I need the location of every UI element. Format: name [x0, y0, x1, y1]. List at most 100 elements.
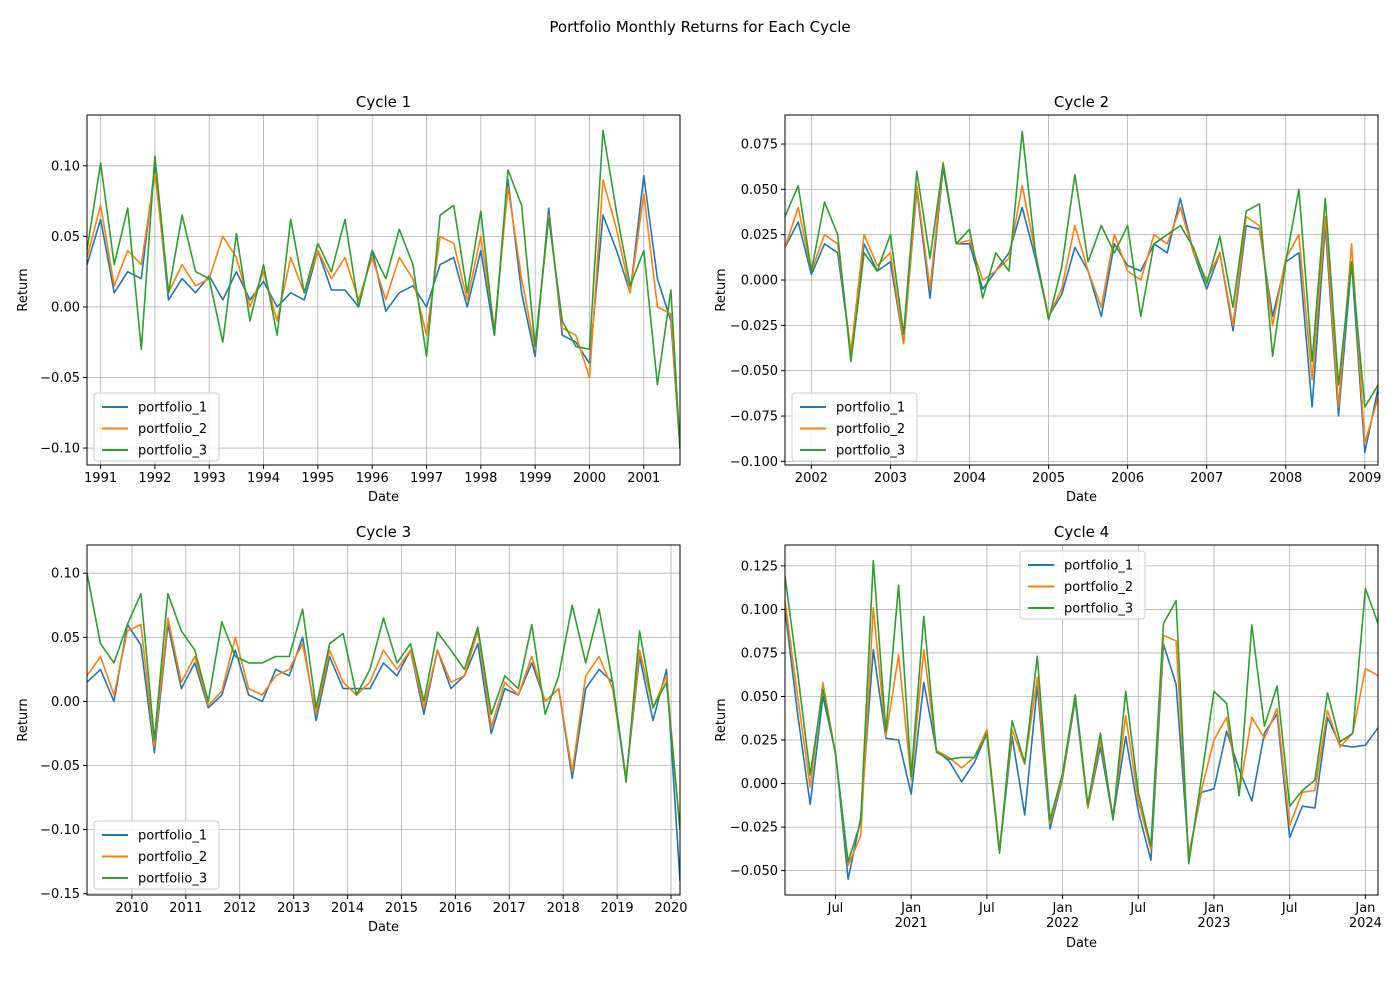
- x-tick-label: Jul: [1129, 901, 1146, 916]
- x-tick-label: 2024: [1349, 916, 1382, 931]
- legend-frame: [93, 392, 220, 462]
- x-tick-label: 2010: [115, 901, 148, 916]
- x-tick-label: 2006: [1111, 471, 1144, 486]
- y-tick-label: −0.100: [730, 455, 778, 470]
- series-line-portfolio_1: [87, 165, 680, 449]
- x-axis-label: Date: [368, 920, 399, 935]
- y-axis-label: Return: [16, 268, 31, 311]
- legend-label-portfolio_2: portfolio_2: [138, 850, 207, 865]
- axes-frame: [784, 114, 1379, 466]
- series-line-portfolio_2: [87, 172, 680, 449]
- x-tick-label: Jan: [900, 901, 921, 916]
- series-line-portfolio_2: [87, 617, 680, 830]
- y-tick-label: 0.000: [741, 777, 778, 792]
- x-tick-label: 1997: [410, 471, 443, 486]
- x-tick-label: 1991: [84, 471, 117, 486]
- x-tick-label: 1996: [356, 471, 389, 486]
- y-tick-label: −0.15: [40, 887, 80, 902]
- legend-label-portfolio_1: portfolio_1: [836, 401, 905, 416]
- legend-label-portfolio_1: portfolio_1: [138, 829, 207, 844]
- x-axis-label: Date: [1066, 936, 1097, 951]
- x-tick-label: 2002: [795, 471, 828, 486]
- x-tick-label: 2023: [1197, 916, 1230, 931]
- y-tick-label: 0.00: [51, 695, 80, 710]
- legend-frame: [1019, 550, 1146, 620]
- x-tick-label: 2020: [654, 901, 687, 916]
- x-tick-label: 2013: [277, 901, 310, 916]
- series-line-portfolio_3: [87, 129, 680, 449]
- legend: portfolio_1 portfolio_2 portfolio_3: [1019, 550, 1146, 620]
- legend-frame: [93, 820, 220, 890]
- y-tick-label: −0.075: [730, 410, 778, 425]
- legend-label-portfolio_2: portfolio_2: [1064, 580, 1133, 595]
- y-tick-label: 0.075: [741, 138, 778, 153]
- x-tick-label: Jan: [1203, 901, 1224, 916]
- axes-frame: [784, 544, 1379, 896]
- chart-panel-2: 2002 2003 2004 2005 2006 2007 2008 2009 −0.100 −0…: [714, 93, 1381, 505]
- x-tick-label: 2008: [1269, 471, 1302, 486]
- x-tick-label: 2011: [169, 901, 202, 916]
- legend-label-portfolio_3: portfolio_3: [836, 444, 905, 459]
- axes-frame: [86, 114, 681, 466]
- x-axis-label: Date: [1066, 490, 1097, 505]
- x-tick-label: 2003: [874, 471, 907, 486]
- y-tick-label: −0.025: [730, 319, 778, 334]
- legend-label-portfolio_3: portfolio_3: [138, 872, 207, 887]
- y-tick-label: 0.05: [51, 631, 80, 646]
- legend-label-portfolio_2: portfolio_2: [836, 422, 905, 437]
- x-tick-label: 1999: [519, 471, 552, 486]
- x-tick-label: 2019: [601, 901, 634, 916]
- x-tick-label: 2007: [1190, 471, 1223, 486]
- x-axis-label: Date: [368, 490, 399, 505]
- y-tick-label: 0.05: [51, 230, 80, 245]
- chart-title: Cycle 3: [356, 523, 411, 541]
- y-tick-label: 0.00: [51, 300, 80, 315]
- chart-title: Cycle 4: [1054, 523, 1109, 541]
- series-line-portfolio_3: [87, 573, 680, 830]
- x-tick-label: 1993: [193, 471, 226, 486]
- chart-title: Cycle 2: [1054, 93, 1109, 111]
- y-tick-label: 0.10: [51, 159, 80, 174]
- legend: portfolio_1 portfolio_2 portfolio_3: [791, 392, 918, 462]
- figure-title: Portfolio Monthly Returns for Each Cycle: [549, 18, 850, 36]
- y-tick-label: 0.050: [741, 690, 778, 705]
- y-axis-label: Return: [714, 698, 729, 741]
- y-tick-label: −0.050: [730, 864, 778, 879]
- x-tick-label: 1992: [138, 471, 171, 486]
- y-tick-label: −0.050: [730, 364, 778, 379]
- chart-panel-1: 1991 1992 1993 1994 1995 1996 1997 1998 1999 2000…: [16, 93, 681, 505]
- x-tick-label: Jul: [1281, 901, 1298, 916]
- series-line-portfolio_1: [87, 623, 680, 881]
- y-axis-label: Return: [714, 268, 729, 311]
- series-line-portfolio_3: [785, 559, 1378, 865]
- x-tick-label: 2016: [439, 901, 472, 916]
- legend-label-portfolio_2: portfolio_2: [138, 422, 207, 437]
- y-tick-label: −0.10: [40, 823, 80, 838]
- legend-label-portfolio_3: portfolio_3: [138, 444, 207, 459]
- x-tick-label: 1995: [301, 471, 334, 486]
- series-line-portfolio_2: [785, 161, 1378, 445]
- y-tick-label: 0.000: [741, 274, 778, 289]
- chart-title: Cycle 1: [356, 93, 411, 111]
- y-tick-label: 0.050: [741, 183, 778, 198]
- series-line-portfolio_2: [785, 600, 1378, 867]
- x-tick-label: 2005: [1032, 471, 1065, 486]
- x-tick-label: 2015: [385, 901, 418, 916]
- x-tick-label: 2000: [573, 471, 606, 486]
- x-tick-label: Jan: [1052, 901, 1073, 916]
- legend: portfolio_1 portfolio_2 portfolio_3: [93, 820, 220, 890]
- x-tick-label: 2018: [547, 901, 580, 916]
- legend-frame: [791, 392, 918, 462]
- x-tick-label: 2009: [1348, 471, 1381, 486]
- x-tick-label: 1998: [464, 471, 497, 486]
- x-tick-label: 1994: [247, 471, 280, 486]
- x-tick-label: 2017: [493, 901, 526, 916]
- y-axis-label: Return: [16, 698, 31, 741]
- legend-label-portfolio_3: portfolio_3: [1064, 602, 1133, 617]
- series-line-portfolio_3: [785, 130, 1378, 408]
- y-tick-label: 0.100: [741, 603, 778, 618]
- y-tick-label: 0.075: [741, 646, 778, 661]
- y-tick-label: 0.025: [741, 734, 778, 749]
- y-tick-label: 0.025: [741, 228, 778, 243]
